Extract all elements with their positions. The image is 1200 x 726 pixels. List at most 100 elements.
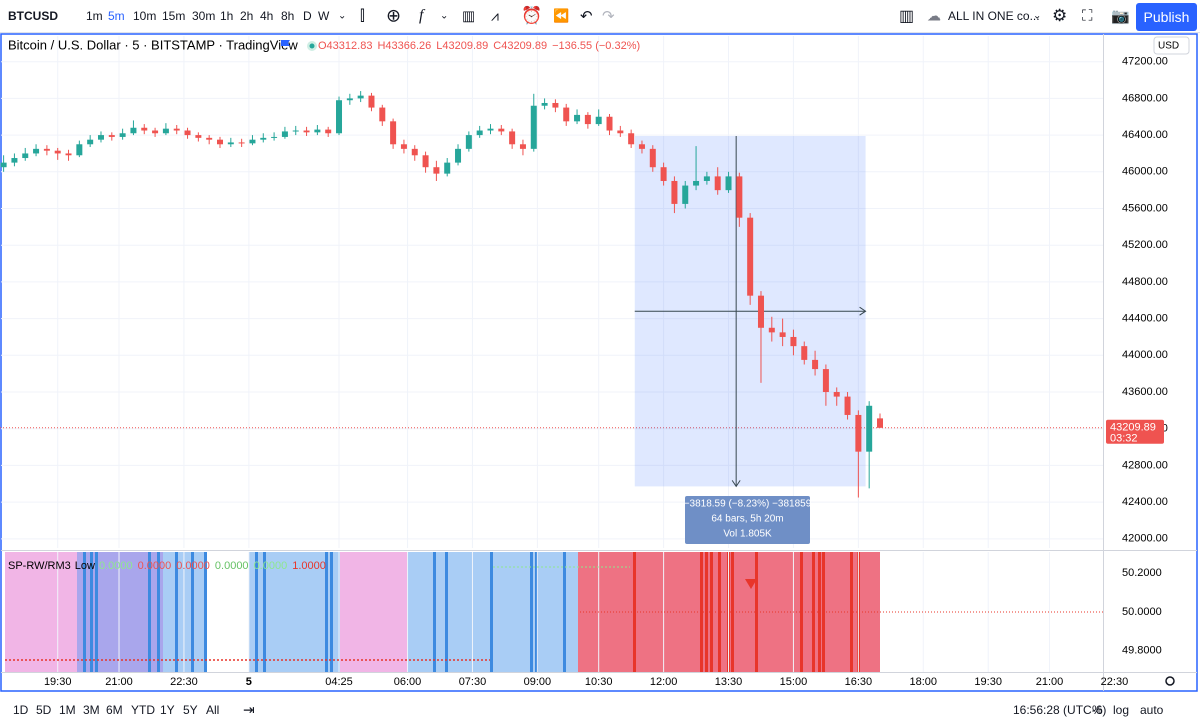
redo-icon[interactable]: ↷ [602,8,615,25]
interval[interactable]: 1m [86,9,103,23]
plot [0,91,883,498]
bar-style-icon[interactable]: ⫿ [360,7,365,25]
candle-body [519,144,526,149]
candle-body [227,142,234,145]
candle-body [574,114,581,122]
regime-stripe [731,552,734,672]
range[interactable]: YTD [131,702,155,717]
candle-body [206,137,213,140]
candle-body [714,176,721,191]
regime-band [5,552,77,672]
range[interactable]: 5Y [183,702,198,717]
range[interactable]: 5D [36,702,52,717]
interval[interactable]: 4h [260,9,274,23]
regime-stripe [255,552,258,672]
undo-icon[interactable]: ↶ [580,8,593,25]
x-tick-label: 07:30 [459,676,487,688]
candle-body [11,158,18,163]
settings-icon[interactable]: ⚙ [1052,6,1068,25]
replay-icon[interactable]: ⏪ [553,8,570,23]
alert-icon[interactable]: ⏰ [521,6,543,25]
candle-body [433,167,440,174]
chevron[interactable]: ⌄ [1033,10,1042,22]
candle-body [768,327,775,333]
x-tick-label: 21:00 [105,676,133,688]
interval[interactable]: 2h [240,9,254,23]
interval[interactable]: D [303,9,312,23]
interval[interactable]: 30m [192,9,216,23]
indicator-add-icon[interactable]: ⊕ [386,5,402,26]
indicator-tick-label: 50.2000 [1122,567,1162,579]
chevron[interactable]: ⌄ [338,10,347,22]
regime-stripe [433,552,436,672]
range[interactable]: 1Y [160,702,175,717]
fullscreen-icon[interactable]: ⛶ [1082,7,1093,25]
candle-body [465,135,472,149]
compare-icon[interactable]: ▥ [462,7,476,24]
range[interactable]: 3M [83,702,100,717]
regime-stripe [755,552,758,672]
measure-arrow [859,306,867,316]
currency-button[interactable] [1153,36,1190,55]
clock: 16:56:28 (UTC-6) [1013,702,1107,717]
interval[interactable]: W [318,9,330,23]
x-tick-label: 19:30 [44,676,72,688]
interval[interactable]: 1h [220,9,234,23]
settings-icon[interactable] [1165,676,1175,686]
x-tick-label: 16:30 [845,676,873,688]
goto-date-icon[interactable]: ⇥ [243,701,255,717]
regime-stripe [445,552,448,672]
range[interactable]: 1M [59,702,76,717]
candle-body [498,128,505,132]
y-tick-label: 42400.00 [1122,496,1168,508]
candle-body [779,332,786,337]
candle-body [325,129,332,134]
interval[interactable]: 5m [108,9,125,23]
regime-stripe [263,552,266,672]
percent-toggle[interactable]: % [1092,702,1103,717]
candle-body [271,136,278,138]
regime-stripe [83,552,86,672]
regime-stripe [95,552,98,672]
cloud-icon[interactable]: ☁ [927,7,941,24]
chevron[interactable]: ⌄ [440,10,449,22]
chart-title: Bitcoin / U.S. Dollar · 5 · BITSTAMP · T… [8,37,298,52]
candle-body [87,139,94,145]
x-tick-label: 15:00 [780,676,808,688]
interval[interactable]: 10m [133,9,157,23]
regime-stripe [490,552,493,672]
range[interactable]: 6M [106,702,123,717]
range[interactable]: 1D [13,702,29,717]
candle-body [595,116,602,125]
log-toggle[interactable]: log [1113,702,1130,717]
candle-body [162,128,169,134]
candle-body [747,217,754,296]
indicator-value: 0.0000 [99,560,133,572]
indicator-value: 1.0000 [292,560,326,572]
candle-body [552,102,559,108]
layout-icon[interactable]: ▥ [899,8,915,25]
interval[interactable]: 8h [281,9,295,23]
x-tick-label: 12:00 [650,676,678,688]
candle-body [541,102,548,106]
candle-body [368,95,375,108]
candle-body [638,144,645,149]
range[interactable]: All [206,702,220,717]
publish-button[interactable]: Publish [1136,3,1197,31]
candle-body [281,131,288,137]
auto-toggle[interactable]: auto [1140,702,1164,717]
x-tick-label: 06:00 [394,676,422,688]
templates-icon[interactable]: ⩘ [491,7,499,24]
x-tick-label: 21:00 [1036,676,1064,688]
symbol[interactable]: BTCUSD [8,9,58,23]
candle-body [455,148,462,163]
snapshot-icon[interactable]: 📷 [1111,8,1130,25]
regime-stripe [204,552,207,672]
interval[interactable]: 15m [162,9,186,23]
measure-label-box [685,496,810,544]
fx-icon[interactable]: f [419,7,424,24]
x-tick-label: 04:25 [325,676,353,688]
regime-stripe [710,552,713,672]
regime-stripe [175,552,178,672]
layout-name[interactable]: ALL IN ONE co... [948,9,1040,23]
